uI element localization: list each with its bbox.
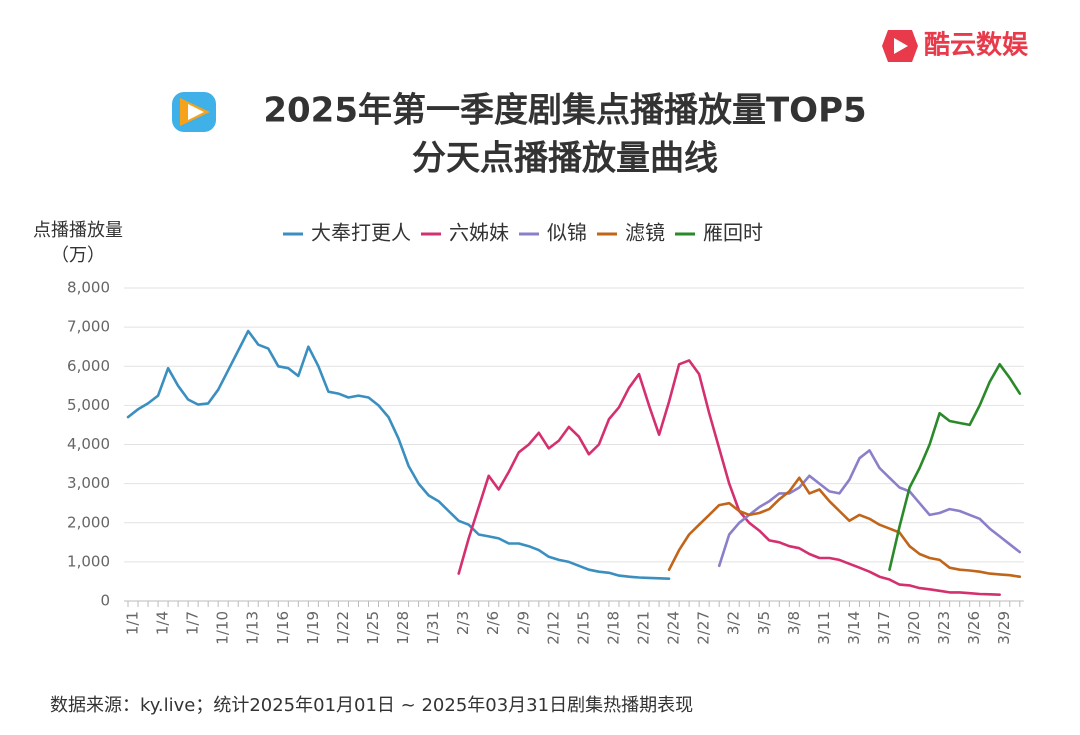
x-tick-label: 1/16 xyxy=(274,611,292,645)
brand: 酷云数娱 xyxy=(924,31,1029,61)
x-tick-label: 3/26 xyxy=(965,611,983,645)
plot-area: 0 1,000 2,000 3,000 4,000 5,000 6,000 7,000 8,00… xyxy=(67,221,1024,645)
x-tick-label: 3/17 xyxy=(875,611,893,645)
x-tick-label: 2/9 xyxy=(514,611,532,635)
y-tick-label: 1,000 xyxy=(67,552,110,570)
x-tick-label: 2/18 xyxy=(604,611,622,645)
x-tick-label: 3/11 xyxy=(815,611,833,645)
legend-label: 似锦 xyxy=(547,221,587,245)
y-tick-label: 0 xyxy=(100,592,110,610)
x-tick-label: 1/13 xyxy=(244,611,262,645)
x-tick-label: 2/24 xyxy=(665,611,683,645)
x-tick-label: 3/20 xyxy=(905,611,923,645)
x-tick-label: 3/29 xyxy=(995,611,1013,645)
x-tick-label: 1/25 xyxy=(364,611,382,645)
legend-label: 雁回时 xyxy=(703,221,763,245)
x-tick-label: 2/3 xyxy=(454,611,472,635)
x-tick-label: 3/5 xyxy=(755,611,773,635)
x-tick-label: 1/1 xyxy=(124,611,142,635)
chart-subtitle: 分天点播播放量曲线 xyxy=(412,139,718,179)
y-tick-label: 4,000 xyxy=(67,435,110,453)
y-tick-label: 8,000 xyxy=(67,279,110,297)
x-tick-label: 3/2 xyxy=(725,611,743,635)
series-line xyxy=(457,359,1001,596)
series-line xyxy=(888,363,1022,571)
y-tick-label: 7,000 xyxy=(67,318,110,336)
series-line xyxy=(717,449,1022,568)
platform-logo xyxy=(172,92,216,132)
series-line xyxy=(667,476,1022,578)
x-tick-label: 2/12 xyxy=(544,611,562,645)
x-tick-label: 2/15 xyxy=(574,611,592,645)
x-tick-label: 1/19 xyxy=(304,611,322,645)
x-tick-label: 3/23 xyxy=(935,611,953,645)
source-note: 数据来源：ky.live；统计2025年01月01日 ~ 2025年03月31日… xyxy=(50,695,693,716)
x-tick-label: 3/8 xyxy=(785,611,803,635)
chart-title: 2025年第一季度剧集点播播放量TOP5 xyxy=(263,91,866,131)
y-tick-label: 6,000 xyxy=(67,357,110,375)
y-tick-label: 5,000 xyxy=(67,396,110,414)
series-line xyxy=(126,329,671,580)
legend-label: 六姊妹 xyxy=(449,221,509,245)
x-tick-label: 1/7 xyxy=(184,611,202,635)
x-tick-label: 1/22 xyxy=(334,611,352,645)
x-tick-label: 2/6 xyxy=(484,611,502,635)
legend-label: 大奉打更人 xyxy=(311,221,411,245)
x-tick-label: 2/27 xyxy=(695,611,713,645)
x-tick-label: 3/14 xyxy=(845,611,863,645)
legend-label: 滤镜 xyxy=(625,221,665,245)
x-tick-label: 1/31 xyxy=(424,611,442,645)
x-tick-label: 2/21 xyxy=(635,611,653,645)
x-tick-label: 1/10 xyxy=(214,611,232,645)
y-axis-unit: （万） xyxy=(51,245,105,266)
y-tick-label: 3,000 xyxy=(67,474,110,492)
brand-logo xyxy=(882,30,918,62)
x-tick-label: 1/28 xyxy=(394,611,412,645)
x-tick-label: 1/4 xyxy=(154,611,172,635)
y-tick-label: 2,000 xyxy=(67,513,110,531)
y-axis-label: 点播播放量 xyxy=(33,220,123,241)
